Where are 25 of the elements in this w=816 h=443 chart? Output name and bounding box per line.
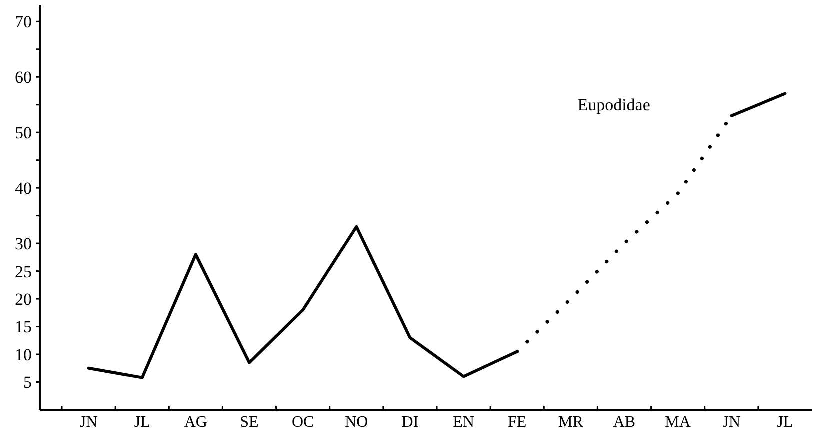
annotation: Eupodidae (578, 95, 650, 114)
y-tick-label: 10 (15, 345, 32, 364)
x-tick-label: JL (134, 414, 150, 431)
y-tick-label: 30 (15, 234, 32, 254)
y-tick-label: 40 (15, 179, 32, 198)
x-tick-label: SE (240, 414, 259, 431)
x-tick-label: JN (722, 414, 741, 431)
y-tick-label: 70 (15, 12, 32, 32)
x-tick-label: DI (402, 414, 419, 431)
y-tick-label: 60 (15, 68, 32, 88)
x-tick-label: EN (453, 414, 475, 431)
y-tick-label: 25 (15, 262, 32, 282)
y-tick-label: 20 (15, 290, 32, 309)
x-tick-label: FE (508, 414, 527, 431)
x-tick-label: JL (777, 414, 794, 431)
x-tick-label: NO (345, 414, 368, 431)
x-tick-label: MR (558, 414, 584, 431)
y-tick-label: 15 (15, 318, 32, 337)
x-tick-label: AB (613, 414, 636, 431)
x-tick-label: MA (665, 414, 692, 431)
x-tick-label: JN (80, 414, 98, 431)
y-tick-label: 50 (15, 124, 32, 143)
y-tick-label: 5 (24, 373, 32, 392)
x-tick-label: OC (292, 414, 314, 431)
x-tick-label: AG (184, 414, 208, 431)
